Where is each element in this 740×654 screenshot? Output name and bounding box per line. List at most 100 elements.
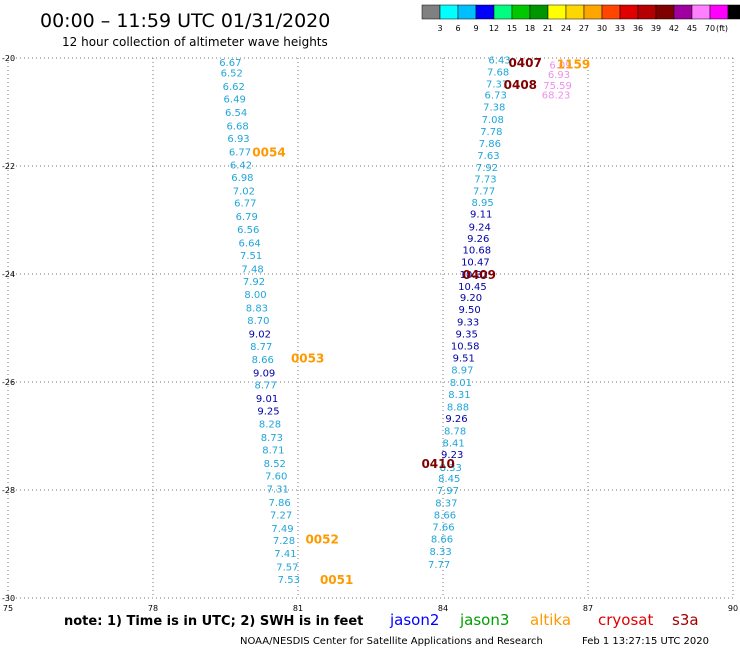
color-scale-unit: (ft) [716,24,728,33]
wave-height-label: 7.68 [487,68,509,79]
wave-height-label: 7.28 [273,536,295,547]
pass-time-label: 1159 [557,57,590,71]
mission-label: altika [530,611,571,629]
color-scale-tick: 21 [543,24,553,33]
pass-time-label: 0410 [421,457,454,471]
wave-height-label: 8.73 [261,433,283,444]
wave-height-label: 6.73 [485,91,507,102]
wave-height-label: 8.31 [448,390,470,401]
wave-height-label: 8.77 [250,342,272,353]
wave-height-label: 6.79 [236,212,258,223]
wave-height-label: 8.95 [472,198,494,209]
color-scale-tick: 18 [525,24,535,33]
wave-height-label: 7.92 [476,163,498,174]
color-scale-swatch [727,4,740,20]
wave-height-label: 6.77 [234,199,256,210]
color-scale-tick: 3 [437,24,442,33]
wave-height-label: 7.57 [276,563,298,574]
color-scale-swatch [691,4,711,20]
wave-height-label: 6.98 [231,173,253,184]
wave-height-label: 7.63 [477,151,499,162]
wave-height-label: 6.93 [227,134,249,145]
axes: 75 78 81 84 87 90 -20 -22 -24 -26 -28 -30 [2,54,738,613]
color-scale-tick: 45 [687,24,697,33]
time-labels: 0054 0053 0052 0051 1159 0407 0408 0409 0410 [252,56,590,587]
color-scale-swatch [457,4,477,20]
wave-height-label: 8.97 [451,366,473,377]
wave-height-label: 8.83 [246,303,268,314]
mission-label: jason2 [389,611,439,629]
wave-height-label: 10.47 [461,258,490,269]
wave-height-label: 6.62 [223,82,245,93]
wave-height-label: 8.66 [252,355,274,366]
wave-height-label: 6.54 [225,108,247,119]
color-scale-tick: 70 [705,24,715,33]
wave-height-label: 9.23 [441,450,463,461]
mission-label: cryosat [598,611,653,629]
wave-height-label: 10.32 [460,270,489,281]
color-scale-swatch [637,4,657,20]
wave-height-label: 7.73 [474,174,496,185]
color-scale-swatch [709,4,729,20]
wave-height-label: 9.25 [257,407,279,418]
color-scale-swatch [529,4,549,20]
color-scale-tick: 42 [669,24,679,33]
x-tick-label: 87 [583,604,593,613]
wave-height-label: 6.64 [239,239,261,250]
wave-height-label: 9.20 [460,293,482,304]
mission-label: s3a [672,611,699,629]
y-tick-label: -26 [2,378,15,387]
wave-height-label: 8.28 [259,420,281,431]
footer-timestamp: Feb 1 13:27:15 UTC 2020 [582,636,709,647]
wave-height-label: 6.67 [219,58,241,69]
wave-height-label: 7.78 [480,127,502,138]
wave-height-label: 7.60 [265,471,287,482]
wave-height-label: 10.68 [463,246,492,257]
wave-height-label: 8.33 [440,463,462,474]
color-scale-swatch [475,4,495,20]
pass-time-label: 0409 [463,268,496,282]
wave-height-label: 6.09 [549,60,571,71]
color-scale-tick: 27 [579,24,589,33]
wave-height-label: 8.45 [438,474,460,485]
wave-height-label: 9.09 [253,368,275,379]
wave-height-label: 7.86 [479,139,501,150]
wave-height-label: 7.51 [240,251,262,262]
wave-height-label: 8.33 [429,547,451,558]
wave-height-label: 6.49 [224,95,246,106]
wave-height-label: 8.70 [247,316,269,327]
wave-height-label: 7.77 [473,186,495,197]
wave-height-label: 7.49 [271,524,293,535]
color-scale-tick: 12 [489,24,499,33]
wave-height-label: 6.43 [488,56,510,67]
wave-height-label: 8.77 [254,381,276,392]
color-scale-tick: 15 [507,24,517,33]
wave-height-label: 10.58 [451,341,480,352]
wave-height-label: 7.27 [270,510,292,521]
wave-height-label: 6.93 [548,70,570,81]
wave-height-label: 6.42 [230,160,252,171]
pass-time-label: 0408 [504,78,537,92]
pass-time-label: 0052 [305,533,338,547]
color-scale-swatch [583,4,603,20]
wave-height-label: 68.23 [542,91,571,102]
y-tick-label: -20 [2,54,15,63]
wave-height-label: 7.37 [486,79,508,90]
color-scale-tick: 36 [633,24,643,33]
pass-time-label: 0053 [291,352,324,366]
x-tick-label: 81 [293,604,303,613]
wave-height-label: 7.48 [241,265,263,276]
wave-height-label: 9.26 [445,414,467,425]
wave-height-label: 8.71 [262,446,284,457]
wave-height-label: 7.77 [428,560,450,571]
footer-note: note: 1) Time is in UTC; 2) SWH is in fe… [64,614,363,629]
wave-height-label: 7.97 [437,486,459,497]
wave-height-label: 7.92 [243,277,265,288]
wave-height-label: 9.11 [470,210,492,221]
wave-height-label: 8.66 [431,535,453,546]
color-scale-swatch [673,4,693,20]
y-tick-label: -22 [2,162,15,171]
wave-height-label: 8.00 [244,290,266,301]
x-tick-label: 84 [438,604,448,613]
